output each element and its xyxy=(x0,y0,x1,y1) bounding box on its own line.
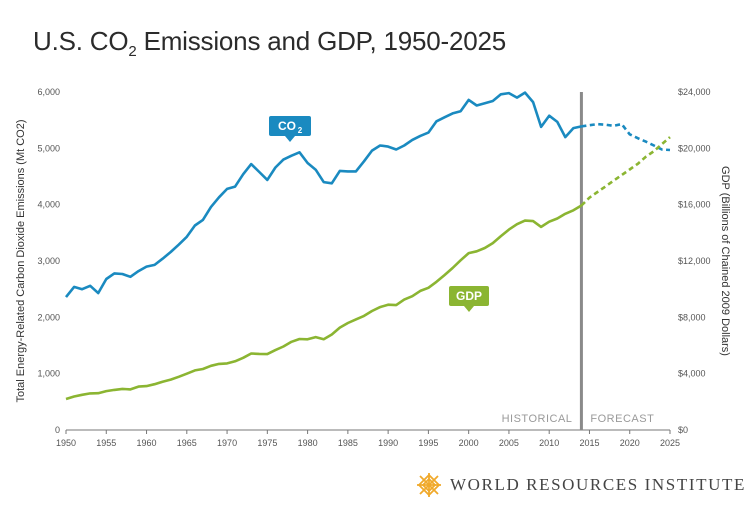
series-line-gdp-forecast xyxy=(580,136,671,207)
series-line-gdp-historical xyxy=(65,204,583,401)
gdp-series-label-pointer xyxy=(464,306,474,312)
x-tick-label: 1965 xyxy=(177,438,197,448)
y-right-tick-label: $4,000 xyxy=(678,369,706,379)
x-tick-label: 1985 xyxy=(338,438,358,448)
logo: WORLD RESOURCES INSTITUTE xyxy=(416,472,746,498)
x-tick-label: 2005 xyxy=(499,438,519,448)
co2-series-label-subscript: 2 xyxy=(298,126,303,135)
x-tick-label: 1975 xyxy=(257,438,277,448)
wri-lattice-logo-icon xyxy=(417,473,441,497)
y-right-tick-label: $0 xyxy=(678,425,688,435)
x-tick-label: 2010 xyxy=(539,438,559,448)
y-right-tick-label: $8,000 xyxy=(678,312,706,322)
chart-title: U.S. CO2 Emissions and GDP, 1950-2025 xyxy=(33,26,506,60)
logo-text: WORLD RESOURCES INSTITUTE xyxy=(450,475,746,494)
gdp-series-label-text: GDP xyxy=(456,289,482,303)
y-right-tick-label: $16,000 xyxy=(678,200,711,210)
x-tick-label: 1990 xyxy=(378,438,398,448)
x-tick-label: 2015 xyxy=(579,438,599,448)
title-prefix: U.S. CO xyxy=(33,26,129,56)
y-left-tick-label: 0 xyxy=(55,425,60,435)
x-tick-label: 1970 xyxy=(217,438,237,448)
co2-series-label-text: CO xyxy=(278,119,296,133)
x-tick-label: 1955 xyxy=(96,438,116,448)
x-tick-label: 1960 xyxy=(137,438,157,448)
y-right-tick-label: $12,000 xyxy=(678,256,711,266)
title-suffix: Emissions and GDP, 1950-2025 xyxy=(136,26,507,56)
y-left-tick-label: 3,000 xyxy=(37,256,60,266)
y-left-tick-label: 2,000 xyxy=(37,312,60,322)
gdp-series-label-box xyxy=(449,286,489,306)
y-right-tick-label: $20,000 xyxy=(678,143,711,153)
co2-series-label-box xyxy=(269,116,311,136)
title-subscript: 2 xyxy=(128,43,137,61)
x-tick-label: 1995 xyxy=(418,438,438,448)
y-left-tick-label: 6,000 xyxy=(37,87,60,97)
y-left-tick-label: 4,000 xyxy=(37,200,60,210)
y-right-axis-title: GDP (Billions of Chained 2009 Dollars) xyxy=(719,166,731,356)
y-right-tick-label: $24,000 xyxy=(678,87,711,97)
series-line-co2-historical xyxy=(64,91,582,298)
y-left-tick-label: 1,000 xyxy=(37,369,60,379)
x-tick-label: 1980 xyxy=(298,438,318,448)
x-tick-label: 1950 xyxy=(56,438,76,448)
x-tick-label: 2025 xyxy=(660,438,680,448)
historical-label: HISTORICAL xyxy=(502,413,573,425)
forecast-label: FORECAST xyxy=(590,413,654,425)
series-line-co2-forecast xyxy=(581,122,671,152)
y-left-axis-title: Total Energy-Related Carbon Dioxide Emis… xyxy=(15,119,27,402)
y-left-tick-label: 5,000 xyxy=(37,143,60,153)
x-tick-label: 2000 xyxy=(459,438,479,448)
co2-series-label-pointer xyxy=(285,136,295,142)
x-tick-label: 2020 xyxy=(620,438,640,448)
